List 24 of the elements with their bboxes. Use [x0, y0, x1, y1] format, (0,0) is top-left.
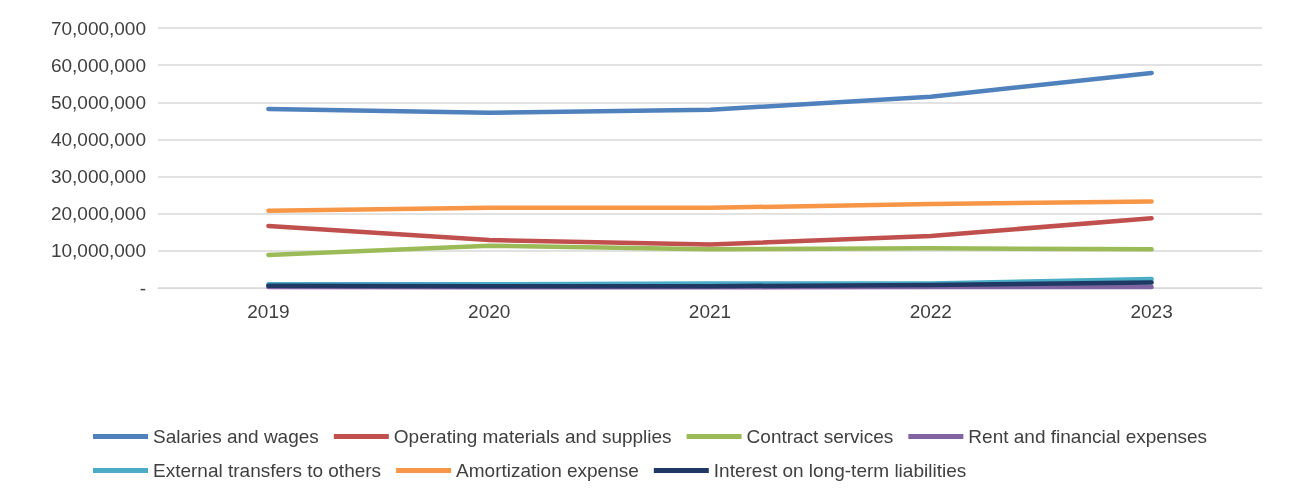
y-tick-label: 60,000,000 — [50, 54, 146, 76]
x-tick-label: 2019 — [247, 301, 290, 322]
y-tick-label: 20,000,000 — [50, 203, 146, 225]
legend-label: Contract services — [746, 426, 894, 447]
legend-label: Rent and financial expenses — [968, 426, 1208, 447]
legend-label: External transfers to others — [153, 460, 382, 481]
legend-label: Operating materials and supplies — [393, 426, 672, 447]
line-series — [266, 70, 1154, 115]
line-series — [266, 199, 1154, 213]
legend-label: Amortization expense — [456, 460, 639, 481]
line-series — [266, 215, 1154, 247]
x-tick-label: 2020 — [468, 301, 511, 322]
x-tick-label: 2021 — [688, 301, 732, 322]
x-tick-label: 2022 — [909, 301, 952, 322]
line-series — [266, 243, 1154, 258]
y-tick-label: 30,000,000 — [50, 166, 146, 188]
y-tick-label: 40,000,000 — [50, 128, 146, 150]
legend-label: Salaries and wages — [153, 426, 319, 447]
y-tick-label: 50,000,000 — [50, 91, 146, 113]
y-tick-label: 10,000,000 — [50, 240, 146, 262]
x-tick-label: 2023 — [1130, 301, 1173, 322]
y-tick-label: - — [139, 277, 146, 299]
y-tick-label: 70,000,000 — [50, 17, 146, 39]
legend-label: Interest on long-term liabilities — [713, 460, 967, 481]
